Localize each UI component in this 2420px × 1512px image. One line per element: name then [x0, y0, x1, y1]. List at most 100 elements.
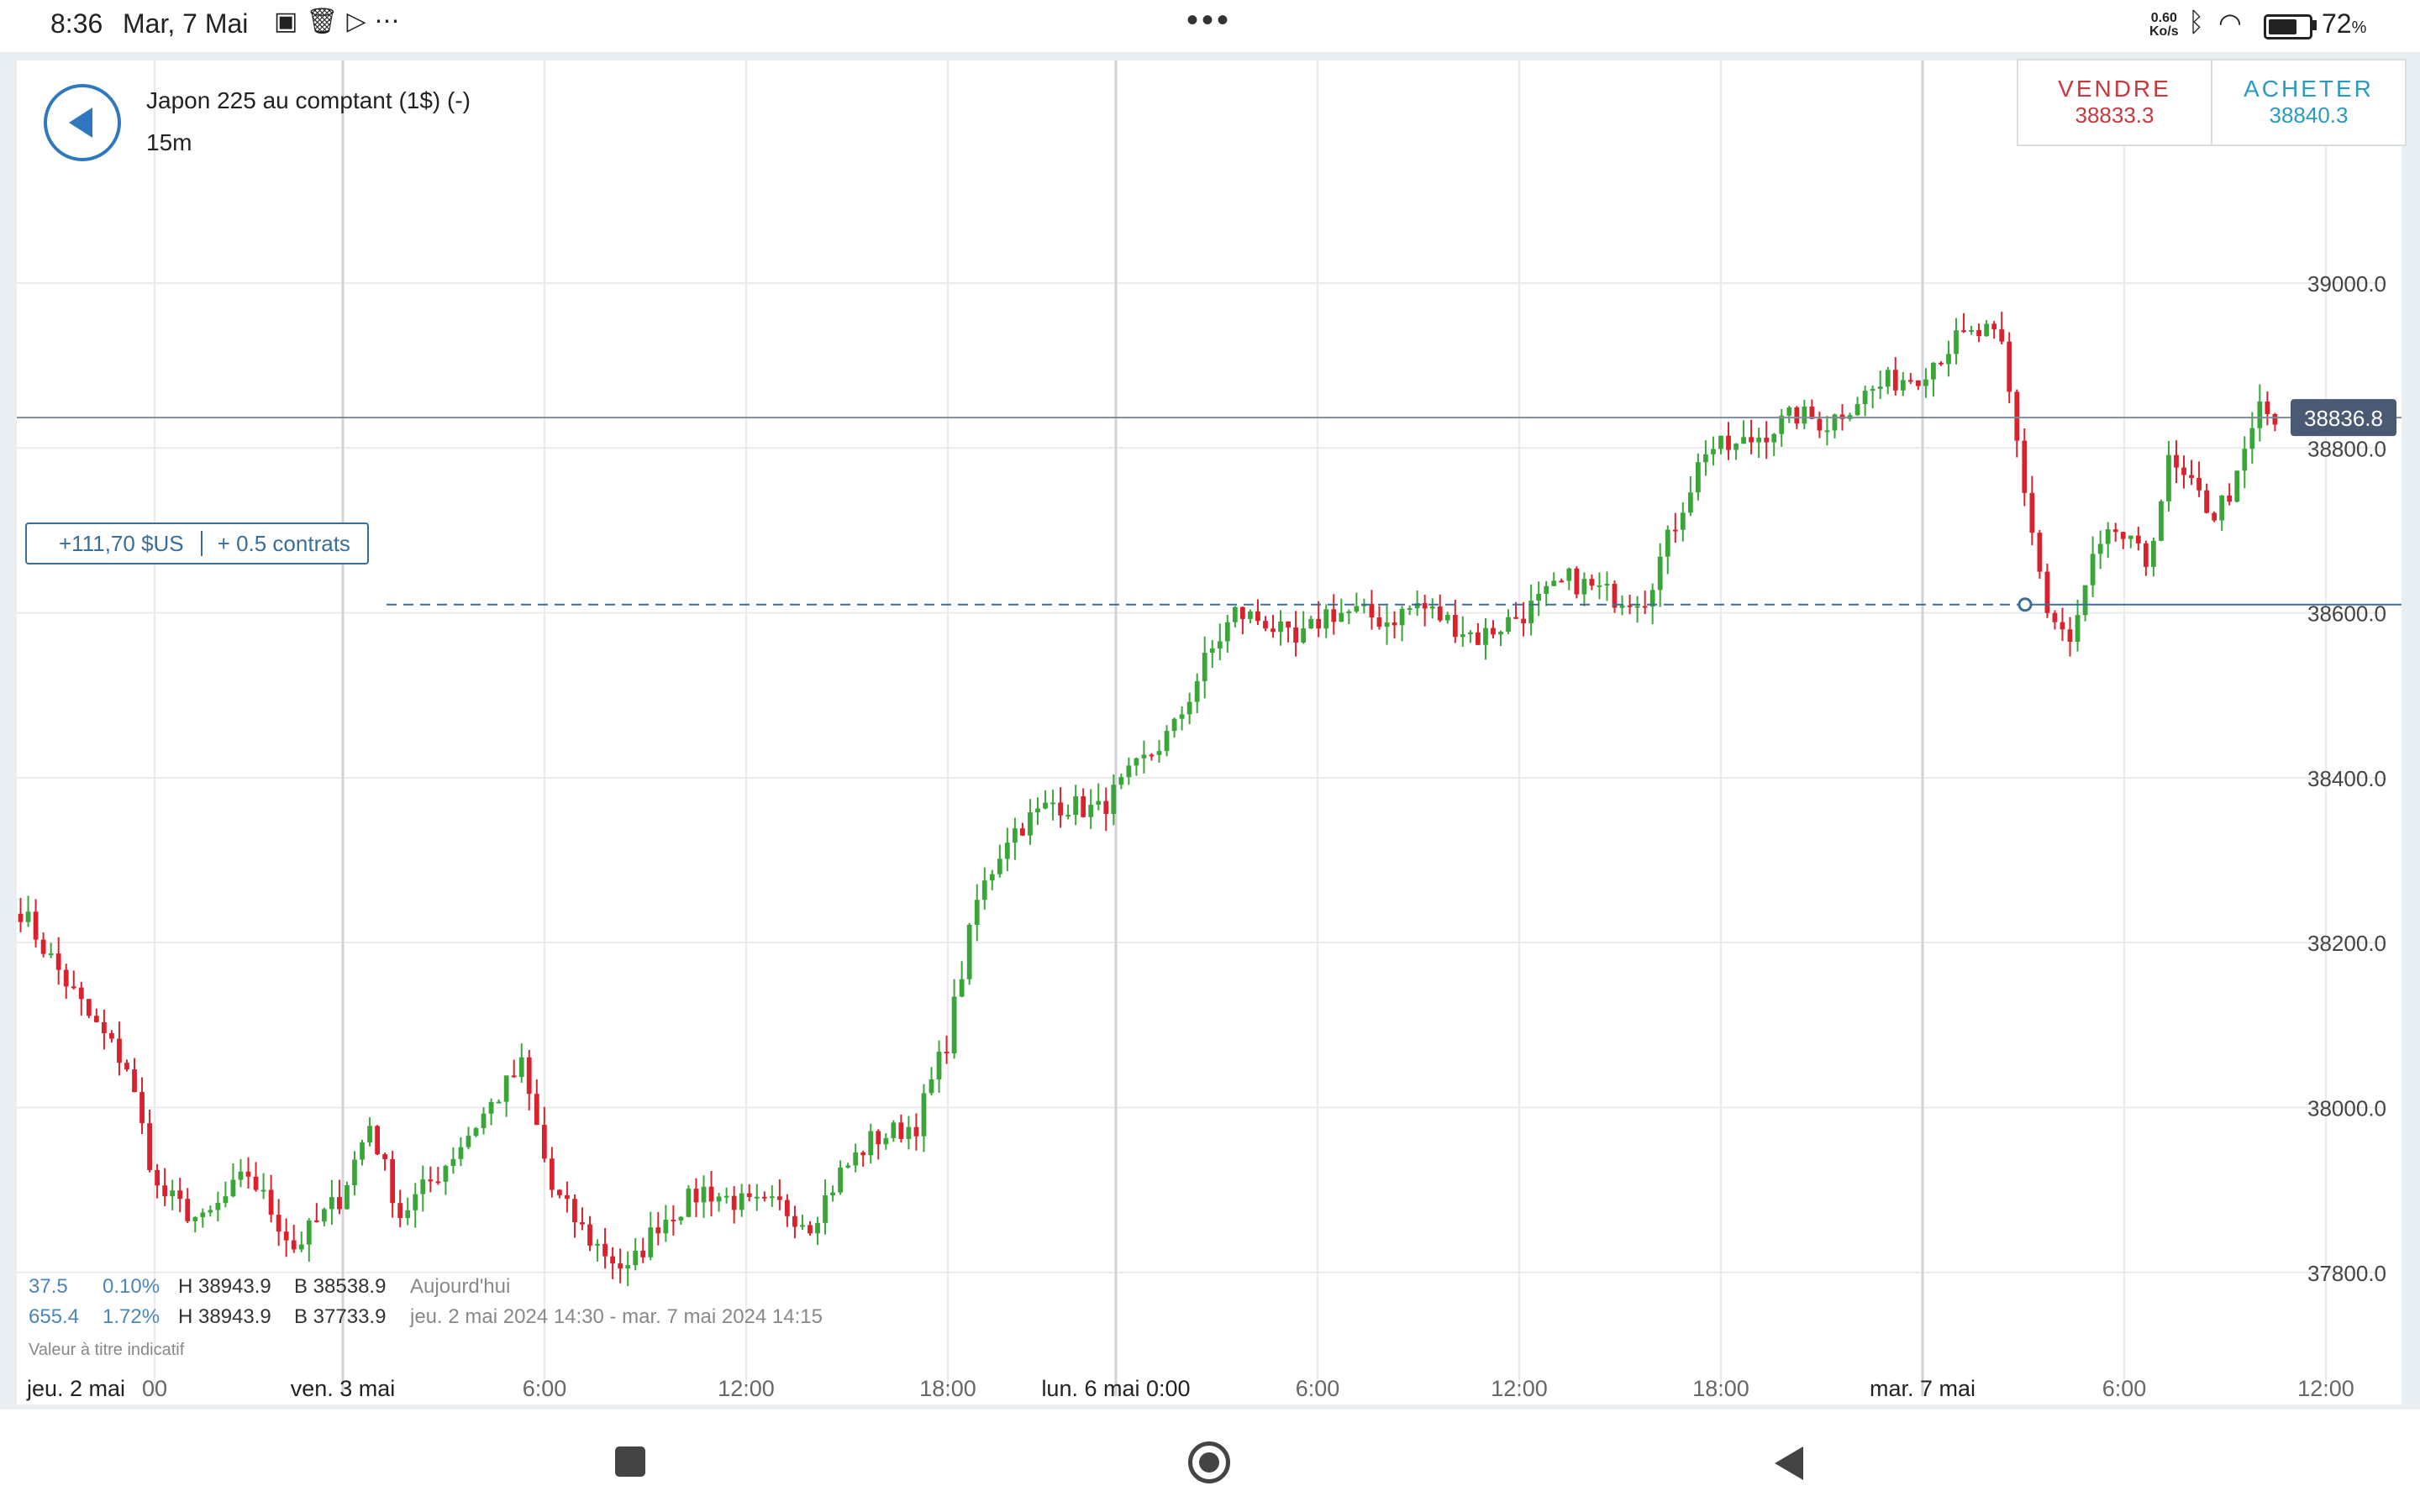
candle: [1141, 740, 1147, 774]
candle-body: [1134, 758, 1139, 766]
candle: [1156, 739, 1162, 763]
more-options-icon[interactable]: •••: [1186, 2, 1233, 39]
timeframe-label[interactable]: 15m: [146, 129, 192, 155]
candle-body: [1331, 609, 1337, 622]
candle: [1088, 789, 1094, 829]
candle-body: [1969, 330, 1974, 333]
candle: [1111, 774, 1117, 826]
candle: [1263, 616, 1268, 632]
candle-body: [1209, 648, 1215, 654]
candle: [1308, 615, 1314, 629]
candle-body: [860, 1152, 866, 1156]
candle: [784, 1194, 790, 1227]
candle-body: [2052, 612, 2058, 622]
candle-body: [1528, 601, 1534, 624]
candle-body: [18, 913, 24, 922]
candle-body: [1915, 380, 1921, 386]
candle: [2082, 585, 2088, 622]
candle: [2067, 617, 2073, 657]
x-tick-label: 18:00: [1692, 1376, 1749, 1401]
candle-body: [784, 1200, 790, 1216]
candle-body: [602, 1243, 608, 1257]
candle: [1414, 590, 1420, 617]
candle: [2060, 607, 2065, 642]
candle-body: [428, 1179, 434, 1182]
candle: [162, 1168, 168, 1206]
position-badge[interactable]: +111,70 $US + 0.5 contrats: [25, 522, 369, 564]
candle-body: [306, 1220, 312, 1245]
candle-body: [640, 1250, 646, 1257]
candle: [352, 1151, 357, 1196]
chart-area[interactable]: 38836.8 37800.0 38000.0 38200.0 38400.0 3860…: [17, 60, 2402, 1404]
candle-body: [572, 1199, 577, 1223]
candle-body: [906, 1126, 912, 1139]
candle: [420, 1165, 426, 1212]
candle-body: [230, 1179, 236, 1197]
candle-body: [1817, 418, 1823, 431]
candle: [686, 1184, 692, 1218]
candle: [117, 1021, 122, 1076]
candle-body: [534, 1094, 539, 1126]
candle-body: [1954, 330, 1959, 354]
recent-apps-icon[interactable]: [615, 1446, 645, 1477]
candle: [1301, 611, 1307, 644]
candle-body: [397, 1203, 403, 1219]
candle: [1581, 572, 1587, 606]
candle: [2166, 441, 2171, 512]
candle: [2150, 537, 2156, 577]
candle: [587, 1215, 592, 1252]
candle: [1058, 787, 1063, 828]
candle: [625, 1251, 631, 1287]
candle-body: [1939, 362, 1944, 365]
arrow-left-icon: [69, 108, 92, 138]
candle-body: [1270, 628, 1276, 633]
candle: [891, 1120, 897, 1142]
sell-button[interactable]: VENDRE 38833.3: [2018, 60, 2211, 144]
candle: [761, 1191, 767, 1202]
candle-body: [1156, 751, 1162, 755]
candle-body: [503, 1075, 509, 1102]
buy-button[interactable]: ACHETER 38840.3: [2211, 60, 2405, 144]
candle-body: [944, 1052, 950, 1054]
back-nav-icon[interactable]: [1775, 1446, 1803, 1480]
candle-body: [1581, 579, 1587, 595]
candle-body: [1991, 323, 1997, 330]
candle-body: [1976, 330, 1982, 337]
home-icon[interactable]: [1188, 1441, 1230, 1483]
candle-body: [966, 925, 972, 979]
candle-body: [2181, 467, 2186, 475]
candlestick-chart[interactable]: 38836.8 37800.0 38000.0 38200.0 38400.0 3860…: [17, 60, 2402, 1404]
candle-body: [1444, 615, 1450, 621]
status-time: 8:36: [50, 8, 103, 39]
candle-body: [268, 1189, 274, 1215]
candle-body: [1703, 454, 1708, 463]
candle: [2272, 412, 2278, 432]
candle: [2105, 522, 2111, 559]
candle: [1354, 592, 1360, 613]
candle: [1498, 630, 1503, 647]
candle-body: [1263, 621, 1268, 629]
candle: [1004, 827, 1010, 872]
candle: [1954, 318, 1959, 365]
candle: [936, 1040, 942, 1093]
battery-percent: 72%: [2322, 8, 2366, 39]
candle: [1369, 590, 1375, 630]
back-button[interactable]: [44, 84, 121, 161]
candle: [981, 867, 987, 910]
candle: [2249, 412, 2255, 464]
candle: [974, 884, 980, 942]
candle: [648, 1211, 654, 1261]
candle-body: [1551, 580, 1557, 586]
x-tick-label: 6:00: [2102, 1376, 2147, 1401]
candle: [731, 1186, 737, 1224]
candle-body: [2257, 401, 2263, 428]
low-value: B 37733.9: [294, 1305, 387, 1328]
candle: [1672, 512, 1678, 543]
candle: [1506, 609, 1511, 634]
candle-body: [1239, 606, 1245, 619]
candle-body: [1323, 609, 1329, 629]
candle: [1597, 572, 1602, 600]
candle-body: [1672, 529, 1678, 532]
candle-body: [435, 1181, 441, 1184]
candle-body: [1559, 580, 1565, 583]
